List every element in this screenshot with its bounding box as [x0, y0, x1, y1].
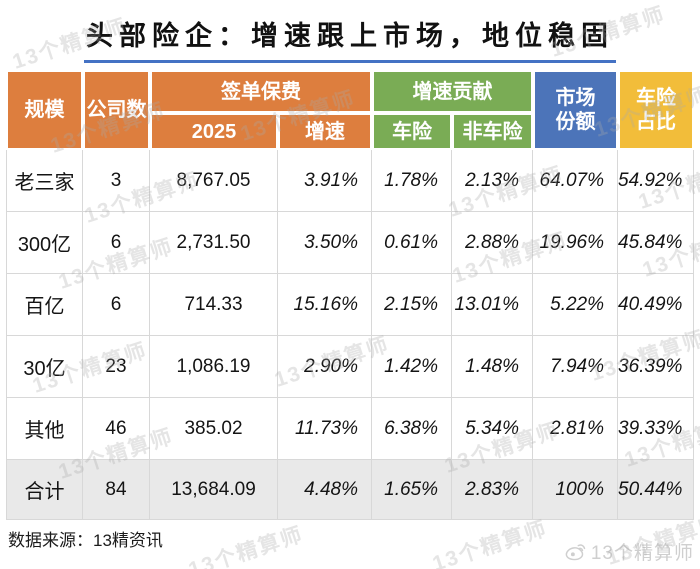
cell-premium-2025: 385.02 — [150, 398, 278, 460]
cell-non-auto: 13.01% — [452, 274, 533, 336]
cell-auto-ratio: 40.49% — [618, 274, 694, 336]
cell-auto: 1.78% — [372, 150, 452, 212]
col-group-growth-contribution: 增速贡献 — [372, 70, 533, 113]
header-group-row: 规模 公司数 签单保费 增速贡献 市场 份额 车险 占比 — [6, 70, 694, 150]
cell-growth: 3.91% — [278, 150, 372, 212]
cell-market-share: 19.96% — [533, 212, 618, 274]
cell-scale: 300亿 — [6, 212, 83, 274]
col-header-2025: 2025 — [150, 113, 278, 150]
cell-scale: 老三家 — [6, 150, 83, 212]
col-header-non-auto: 非车险 — [452, 113, 533, 150]
cell-scale: 其他 — [6, 398, 83, 460]
col-header-scale: 规模 — [6, 70, 83, 150]
cell-premium-2025: 8,767.05 — [150, 150, 278, 212]
cell-companies: 3 — [83, 150, 150, 212]
market-share-line1: 市场 — [555, 87, 596, 109]
cell-auto: 2.15% — [372, 274, 452, 336]
cell-market-share: 2.81% — [533, 398, 618, 460]
cell-auto: 1.65% — [372, 460, 452, 520]
cell-growth: 11.73% — [278, 398, 372, 460]
col-header-auto: 车险 — [372, 113, 452, 150]
cell-auto-ratio: 36.39% — [618, 336, 694, 398]
weibo-icon — [565, 542, 587, 561]
cell-auto-ratio: 54.92% — [618, 150, 694, 212]
table-row: 百亿 6 714.33 15.16% 2.15% 13.01% 5.22% 40… — [6, 274, 694, 336]
data-source-note: 数据来源：13精资讯 — [8, 531, 163, 550]
watermark-text: 13个精算师 — [185, 523, 307, 569]
cell-growth: 15.16% — [278, 274, 372, 336]
brand-badge: 13个精算师 — [565, 538, 694, 565]
table-row: 老三家 3 8,767.05 3.91% 1.78% 2.13% 64.07% … — [6, 150, 694, 212]
cell-premium-2025: 714.33 — [150, 274, 278, 336]
cell-auto: 0.61% — [372, 212, 452, 274]
col-header-market-share: 市场 份额 — [533, 70, 618, 150]
cell-market-share: 64.07% — [533, 150, 618, 212]
cell-non-auto: 2.13% — [452, 150, 533, 212]
cell-market-share: 100% — [533, 460, 618, 520]
cell-companies: 6 — [83, 212, 150, 274]
cell-market-share: 7.94% — [533, 336, 618, 398]
cell-companies: 84 — [83, 460, 150, 520]
cell-scale: 30亿 — [6, 336, 83, 398]
title-bar: 头部险企：增速跟上市场，地位稳固 — [0, 14, 700, 63]
brand-name: 13个精算师 — [590, 543, 694, 564]
cell-auto: 6.38% — [372, 398, 452, 460]
market-share-line2: 份额 — [555, 111, 596, 133]
cell-companies: 6 — [83, 274, 150, 336]
cell-premium-2025: 13,684.09 — [150, 460, 278, 520]
cell-auto-ratio: 50.44% — [618, 460, 694, 520]
auto-ratio-line1: 车险 — [636, 87, 676, 109]
cell-growth: 4.48% — [278, 460, 372, 520]
page-title: 头部险企：增速跟上市场，地位稳固 — [84, 14, 616, 63]
cell-auto: 1.42% — [372, 336, 452, 398]
table-row: 30亿 23 1,086.19 2.90% 1.42% 1.48% 7.94% … — [6, 336, 694, 398]
cell-auto-ratio: 39.33% — [618, 398, 694, 460]
col-group-signed-premium: 签单保费 — [150, 70, 372, 113]
watermark-text: 13个精算师 — [429, 517, 551, 569]
cell-premium-2025: 1,086.19 — [150, 336, 278, 398]
cell-market-share: 5.22% — [533, 274, 618, 336]
col-header-company-count: 公司数 — [83, 70, 150, 150]
cell-scale: 合计 — [6, 460, 83, 520]
cell-non-auto: 5.34% — [452, 398, 533, 460]
header-sub-row: 2025 增速 车险 非车险 — [6, 113, 694, 150]
cell-auto-ratio: 45.84% — [618, 212, 694, 274]
cell-growth: 3.50% — [278, 212, 372, 274]
cell-non-auto: 2.83% — [452, 460, 533, 520]
cell-companies: 46 — [83, 398, 150, 460]
cell-non-auto: 2.88% — [452, 212, 533, 274]
cell-scale: 百亿 — [6, 274, 83, 336]
table-row: 其他 46 385.02 11.73% 6.38% 5.34% 2.81% 39… — [6, 398, 694, 460]
auto-ratio-line2: 占比 — [636, 111, 676, 133]
table-total-row: 合计 84 13,684.09 4.48% 1.65% 2.83% 100% 5… — [6, 460, 694, 520]
cell-non-auto: 1.48% — [452, 336, 533, 398]
col-header-auto-ratio: 车险 占比 — [618, 70, 694, 150]
cell-growth: 2.90% — [278, 336, 372, 398]
insurers-table: 规模 公司数 签单保费 增速贡献 市场 份额 车险 占比 2025 增速 车险 … — [6, 70, 694, 520]
cell-premium-2025: 2,731.50 — [150, 212, 278, 274]
cell-companies: 23 — [83, 336, 150, 398]
col-header-growth: 增速 — [278, 113, 372, 150]
table-row: 300亿 6 2,731.50 3.50% 0.61% 2.88% 19.96%… — [6, 212, 694, 274]
